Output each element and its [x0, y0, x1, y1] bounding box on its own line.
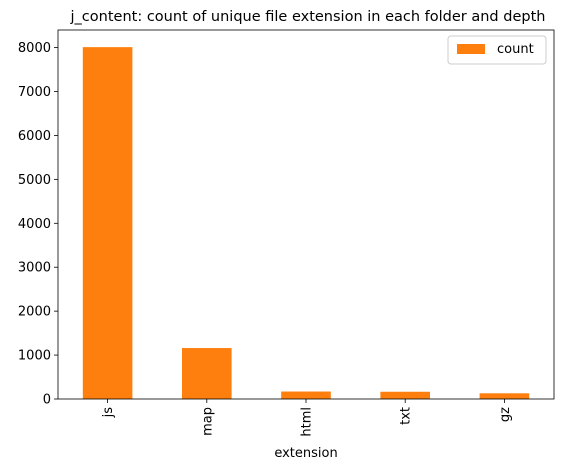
x-tick-label-txt: txt	[399, 407, 414, 425]
x-tick-label-map: map	[200, 407, 215, 436]
y-tick-label: 7000	[18, 85, 51, 100]
bar-map	[182, 348, 232, 399]
x-axis-label: extension	[274, 446, 337, 461]
y-tick-label: 0	[43, 393, 51, 408]
axes-frame	[57, 29, 555, 400]
plot-area: 0 1000 2000 3000 4000 5000 6000 7000 8000 js map ht…	[18, 41, 530, 437]
legend-swatch	[457, 44, 485, 54]
y-tick-label: 5000	[18, 173, 51, 188]
x-tick-label-gz: gz	[498, 407, 513, 422]
y-tick-label: 4000	[18, 217, 51, 232]
legend-frame	[447, 35, 547, 65]
legend-label-count: count	[497, 42, 534, 57]
y-tick-label: 3000	[18, 261, 51, 276]
x-tick-label-js: js	[101, 407, 116, 419]
bar-gz	[479, 393, 530, 399]
y-tick-label: 8000	[18, 41, 51, 56]
y-tick-label: 6000	[18, 129, 51, 144]
bar-html	[281, 391, 331, 399]
y-tick-label: 1000	[18, 349, 51, 364]
chart-title: j_content: count of unique file extensio…	[70, 9, 546, 25]
y-tick-label: 2000	[18, 305, 51, 320]
legend: count	[447, 35, 547, 65]
bar-js	[82, 47, 133, 399]
bar-txt	[380, 391, 430, 399]
x-tick-label-html: html	[300, 407, 315, 437]
